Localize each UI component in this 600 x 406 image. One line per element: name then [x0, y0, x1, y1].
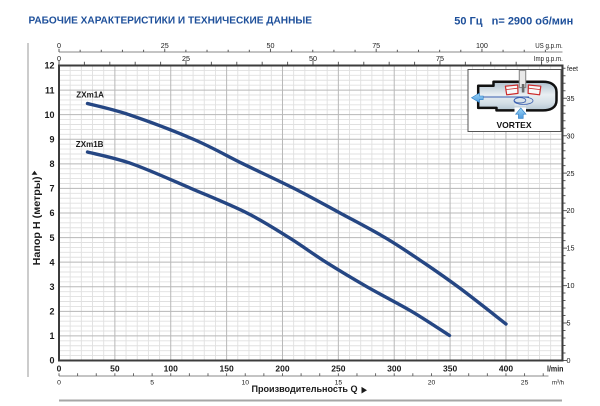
- svg-text:25: 25: [182, 54, 190, 63]
- svg-text:РАБОЧИЕ ХАРАКТЕРИСТИКИ И ТЕХНИ: РАБОЧИЕ ХАРАКТЕРИСТИКИ И ТЕХНИЧЕСКИЕ ДАН…: [29, 15, 313, 26]
- svg-text:12: 12: [44, 61, 54, 71]
- svg-text:Напор H (метры): Напор H (метры): [32, 176, 43, 265]
- svg-text:6: 6: [49, 208, 54, 218]
- svg-text:US g.p.m.: US g.p.m.: [535, 41, 563, 50]
- svg-text:Imp g.p.m.: Imp g.p.m.: [534, 54, 563, 63]
- svg-text:400: 400: [499, 363, 513, 373]
- svg-text:5: 5: [150, 379, 154, 386]
- svg-text:25: 25: [161, 41, 169, 50]
- svg-text:1: 1: [49, 331, 54, 341]
- svg-text:ZXm1A: ZXm1A: [76, 89, 104, 99]
- svg-text:5: 5: [567, 319, 571, 328]
- svg-text:20: 20: [567, 206, 575, 215]
- svg-text:9: 9: [49, 134, 54, 144]
- svg-text:0: 0: [57, 379, 61, 386]
- svg-text:Производительность Q: Производительность Q: [252, 384, 359, 395]
- svg-text:5: 5: [49, 233, 54, 243]
- svg-text:100: 100: [476, 41, 488, 50]
- svg-text:0: 0: [49, 356, 54, 366]
- svg-text:50: 50: [266, 41, 274, 50]
- svg-text:10: 10: [241, 379, 249, 386]
- svg-text:7: 7: [49, 184, 54, 194]
- svg-text:8: 8: [49, 159, 54, 169]
- svg-text:feet: feet: [567, 66, 578, 73]
- svg-text:30: 30: [567, 131, 575, 140]
- svg-text:75: 75: [372, 41, 380, 50]
- svg-text:0: 0: [567, 356, 571, 365]
- svg-text:15: 15: [567, 244, 575, 253]
- svg-text:50 Гц n= 2900 об/мин: 50 Гц n= 2900 об/мин: [454, 15, 573, 27]
- svg-text:50: 50: [110, 363, 120, 373]
- svg-text:300: 300: [387, 363, 401, 373]
- svg-text:50: 50: [309, 54, 317, 63]
- svg-text:0: 0: [57, 54, 61, 63]
- svg-text:11: 11: [45, 85, 55, 95]
- svg-text:m³/h: m³/h: [552, 379, 564, 386]
- svg-text:250: 250: [331, 363, 345, 373]
- svg-text:75: 75: [436, 54, 444, 63]
- svg-text:0: 0: [57, 363, 62, 373]
- svg-text:4: 4: [49, 257, 54, 267]
- svg-text:10: 10: [567, 281, 575, 290]
- svg-text:20: 20: [428, 379, 436, 386]
- svg-text:0: 0: [57, 41, 61, 50]
- svg-text:VORTEX: VORTEX: [497, 120, 532, 130]
- svg-text:100: 100: [164, 363, 178, 373]
- svg-text:200: 200: [275, 363, 289, 373]
- svg-text:150: 150: [220, 363, 234, 373]
- svg-text:ZXm1B: ZXm1B: [76, 139, 104, 149]
- svg-text:350: 350: [443, 363, 457, 373]
- svg-text:10: 10: [44, 110, 54, 120]
- svg-text:35: 35: [567, 94, 575, 103]
- svg-text:2: 2: [49, 307, 54, 317]
- svg-text:25: 25: [521, 379, 529, 386]
- svg-text:25: 25: [567, 169, 575, 178]
- svg-text:3: 3: [49, 282, 54, 292]
- svg-text:l/min: l/min: [547, 363, 564, 373]
- svg-text:15: 15: [335, 379, 343, 386]
